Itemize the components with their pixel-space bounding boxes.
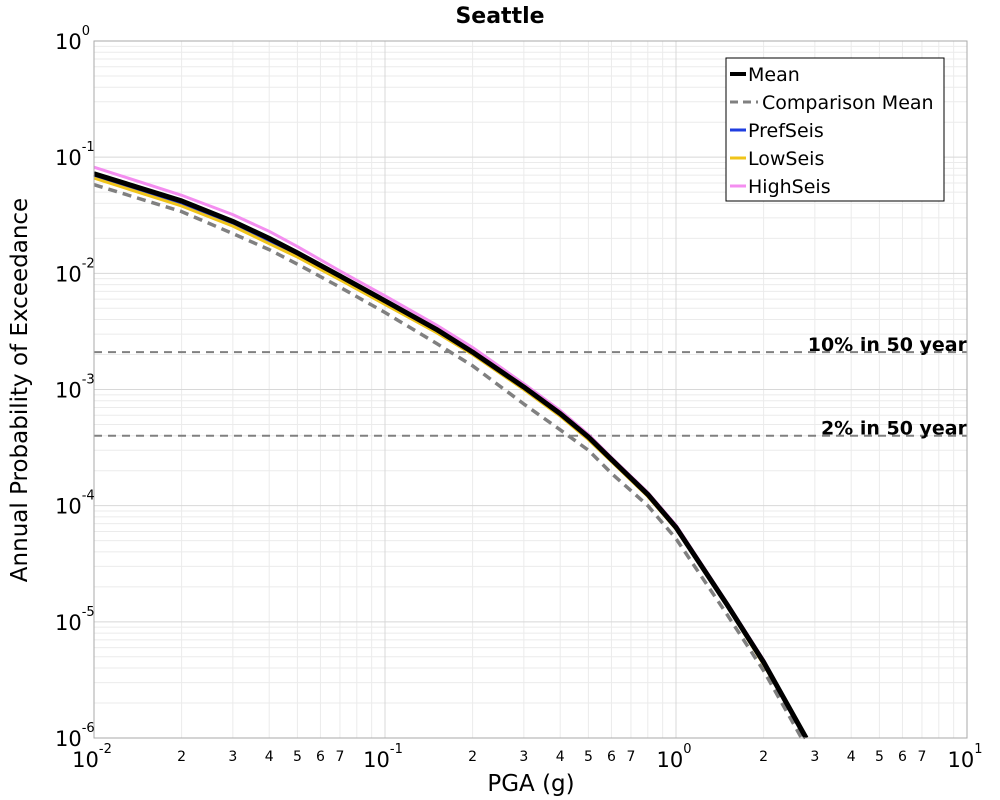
y-tick-exponent: -3	[82, 373, 95, 388]
legend-entry-label: Comparison Mean	[762, 92, 934, 114]
x-minor-tick-label: 2	[177, 749, 186, 765]
x-axis-ticks: 2 3 4 5 6 7 2 3 4 5 6 7 2 3 4 5 6 710-2 10-1 100 101	[72, 742, 982, 772]
legend-entry-label: HighSeis	[748, 176, 831, 198]
x-major-tick-label: 101	[947, 742, 982, 772]
reference-lines: 10% in 50 year 2% in 50 year	[94, 334, 968, 440]
y-tick-exponent: 0	[82, 24, 90, 39]
x-tick-base: 10	[656, 748, 683, 772]
x-minor-tick-label: 5	[875, 749, 884, 765]
y-tick-exponent: -5	[82, 605, 95, 620]
y-major-tick-label: 10-1	[55, 140, 95, 170]
y-tick-base: 10	[55, 30, 82, 54]
x-minor-tick-label: 4	[847, 749, 856, 765]
x-minor-tick-label: 7	[917, 749, 926, 765]
x-minor-tick-label: 4	[556, 749, 565, 765]
y-major-tick-label: 100	[55, 24, 90, 54]
series-line-lowseis	[93, 176, 808, 739]
x-minor-tick-label: 3	[810, 749, 819, 765]
legend: Mean Comparison Mean PrefSeis LowSeis HighSe…	[725, 57, 945, 202]
plot-area-frame	[93, 40, 968, 739]
y-major-tick-label: 10-5	[55, 605, 95, 635]
legend-entry-label: LowSeis	[748, 148, 824, 170]
reference-line-label: 2% in 50 year	[821, 418, 968, 440]
x-tick-exponent: 1	[974, 742, 982, 757]
legend-entry-label: Mean	[748, 64, 800, 86]
chart-title: Seattle	[455, 4, 544, 29]
x-tick-exponent: -1	[390, 742, 403, 757]
series-line-prefseis	[93, 175, 808, 739]
y-tick-exponent: -2	[82, 256, 95, 271]
x-minor-tick-label: 3	[519, 749, 528, 765]
y-axis-label: Annual Probability of Exceedance	[7, 198, 33, 582]
reference-line-label: 10% in 50 year	[808, 334, 968, 356]
series-line-mean	[93, 171, 809, 740]
x-tick-base: 10	[363, 748, 390, 772]
legend-box	[725, 57, 945, 202]
y-tick-base: 10	[55, 379, 82, 403]
x-axis-label: PGA (g)	[487, 771, 574, 797]
x-minor-tick-label: 6	[898, 749, 907, 765]
x-tick-base: 10	[72, 748, 99, 772]
y-tick-base: 10	[55, 611, 82, 635]
x-minor-tick-label: 5	[584, 749, 593, 765]
x-minor-tick-label: 2	[759, 749, 768, 765]
y-tick-base: 10	[55, 495, 82, 519]
x-minor-tick-label: 7	[626, 749, 635, 765]
x-major-tick-label: 10-2	[72, 742, 112, 772]
x-major-tick-label: 10-1	[363, 742, 403, 772]
x-minor-tick-label: 3	[228, 749, 237, 765]
series-line-comparison-mean	[93, 182, 804, 739]
y-major-tick-label: 10-4	[55, 489, 95, 519]
series-lines	[93, 165, 809, 740]
x-minor-tick-label: 6	[316, 749, 325, 765]
x-minor-tick-label: 2	[468, 749, 477, 765]
y-major-tick-label: 10-3	[55, 373, 95, 403]
y-tick-base: 10	[55, 146, 82, 170]
x-minor-tick-label: 5	[293, 749, 302, 765]
y-tick-base: 10	[55, 262, 82, 286]
x-tick-exponent: -2	[99, 742, 112, 757]
y-tick-exponent: -1	[82, 140, 95, 155]
y-major-tick-label: 10-6	[55, 721, 95, 751]
x-major-tick-label: 100	[656, 742, 691, 772]
series-line-highseis	[93, 165, 808, 739]
y-tick-base: 10	[55, 727, 82, 751]
x-minor-tick-label: 4	[265, 749, 274, 765]
x-tick-exponent: 0	[683, 742, 691, 757]
legend-entry-label: PrefSeis	[748, 120, 824, 142]
y-tick-exponent: -4	[82, 489, 95, 504]
x-tick-base: 10	[947, 748, 974, 772]
y-tick-exponent: -6	[82, 721, 95, 736]
y-major-tick-label: 10-2	[55, 256, 95, 286]
x-minor-tick-label: 6	[607, 749, 616, 765]
x-minor-tick-label: 7	[335, 749, 344, 765]
